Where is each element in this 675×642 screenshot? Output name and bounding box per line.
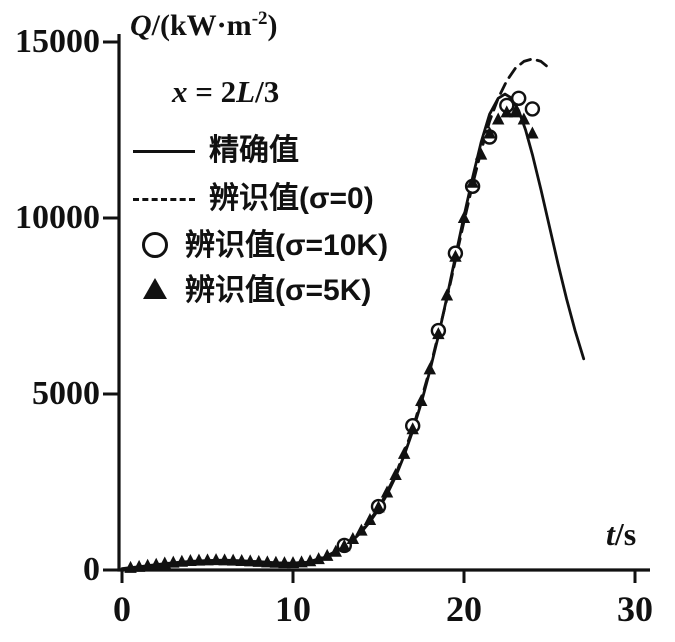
- marker-triangle: [492, 112, 505, 125]
- marker-triangle: [312, 552, 325, 565]
- marker-triangle: [363, 513, 377, 526]
- x-title-unit: /s: [614, 516, 637, 552]
- y-title-exponent: -2: [251, 8, 268, 29]
- x-tick-label-30: 30: [617, 589, 653, 629]
- marker-triangle: [449, 249, 462, 262]
- marker-triangle: [261, 555, 274, 568]
- legend-label-sigma10k: 辨识值(σ=10K): [185, 229, 389, 262]
- legend-label-sigma0: 辨识值(σ=0): [209, 182, 374, 215]
- marker-triangle: [440, 288, 454, 301]
- marker-triangle: [124, 560, 137, 573]
- y-title-close: ): [267, 9, 278, 42]
- solid-line-sample-icon: [133, 150, 195, 153]
- marker-triangle: [209, 553, 223, 566]
- annotation-x-position: x = 2L/3: [172, 74, 279, 110]
- marker-triangle: [509, 105, 522, 118]
- marker-triangle: [500, 105, 513, 118]
- x-title-t: t: [606, 516, 615, 552]
- x-axis-title: t/s: [606, 516, 636, 553]
- series-solid-line: [120, 92, 586, 570]
- annotation-x: x: [172, 74, 188, 109]
- annotation-end: /3: [255, 74, 280, 109]
- y-title-unit: /(kW·m: [151, 9, 252, 42]
- y-tick-label-10000: 10000: [15, 199, 100, 236]
- triangle-marker-icon: [143, 278, 167, 299]
- x-tick-label-10: 10: [275, 589, 311, 629]
- dashed-line-sample-icon: [133, 198, 195, 201]
- marker-triangle: [244, 554, 257, 567]
- marker-triangle: [483, 126, 496, 139]
- marker-triangle: [132, 559, 146, 572]
- marker-triangle: [423, 362, 436, 375]
- marker-triangle: [526, 126, 539, 139]
- marker-triangle: [201, 553, 214, 566]
- marker-triangle: [278, 556, 291, 569]
- marker-triangle: [226, 553, 240, 566]
- marker-triangle: [457, 211, 471, 223]
- marker-circle: [511, 90, 527, 107]
- marker-triangle: [338, 539, 351, 552]
- y-tick-label-5000: 5000: [32, 375, 100, 412]
- y-tick-label-0: 0: [83, 551, 100, 588]
- marker-triangle: [252, 554, 265, 567]
- x-tick-label-0: 0: [113, 589, 131, 629]
- y-title-q: Q: [130, 9, 152, 42]
- y-axis-title: Q/(kW·m-2): [130, 8, 278, 43]
- marker-triangle: [380, 485, 394, 498]
- series-dashed-line: [291, 57, 551, 565]
- marker-triangle: [235, 554, 248, 567]
- marker-triangle: [141, 558, 154, 571]
- x-tick-label-20: 20: [446, 589, 482, 629]
- marker-triangle: [346, 532, 360, 545]
- annotation-mid: = 2: [187, 74, 237, 109]
- marker-triangle: [397, 446, 411, 459]
- marker-triangle: [389, 467, 402, 480]
- marker-triangle: [329, 544, 342, 557]
- marker-circle: [524, 101, 541, 117]
- marker-triangle: [415, 394, 428, 407]
- marker-triangle: [192, 553, 206, 566]
- marker-triangle: [269, 555, 283, 568]
- marker-triangle: [517, 112, 531, 125]
- circle-marker-icon: [142, 232, 168, 258]
- annotation-l: L: [236, 74, 256, 109]
- y-tick-label-15000: 15000: [15, 23, 100, 60]
- legend-label-exact: 精确值: [209, 134, 299, 167]
- marker-triangle: [175, 554, 189, 567]
- marker-triangle: [184, 554, 197, 567]
- marker-triangle: [286, 556, 300, 569]
- legend-label-sigma5k: 辨识值(σ=5K): [185, 274, 372, 307]
- marker-triangle: [321, 548, 334, 561]
- marker-triangle: [474, 147, 488, 160]
- marker-triangle: [158, 556, 171, 569]
- marker-triangle: [432, 327, 445, 340]
- marker-triangle: [150, 557, 163, 570]
- marker-triangle: [406, 422, 419, 435]
- marker-triangle: [466, 175, 479, 188]
- marker-triangle: [355, 523, 368, 536]
- marker-triangle: [218, 553, 231, 566]
- marker-triangle: [295, 555, 308, 568]
- marker-triangle: [372, 500, 385, 513]
- marker-triangle: [167, 555, 180, 568]
